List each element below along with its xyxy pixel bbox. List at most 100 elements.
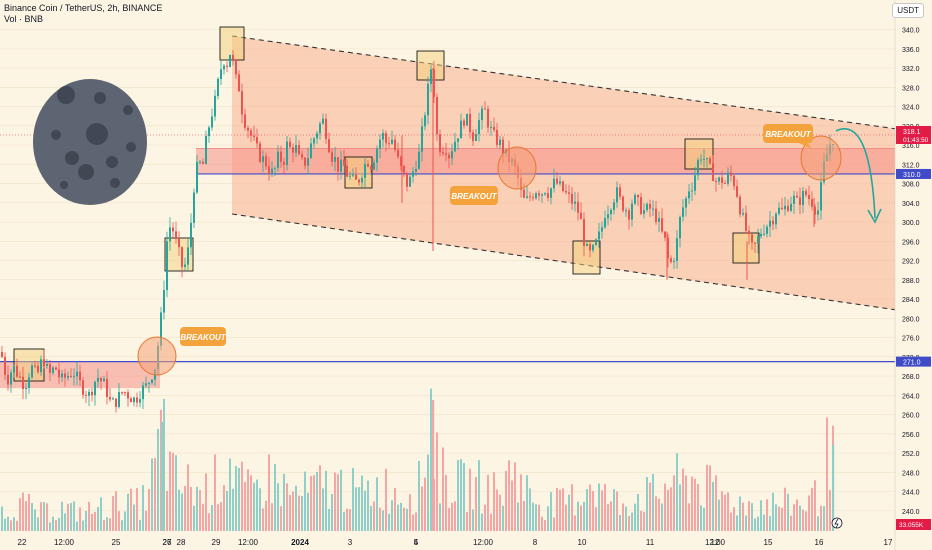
candle-body <box>259 143 261 162</box>
volume-bar <box>43 502 45 531</box>
breakout-label-pointer <box>799 140 812 149</box>
volume-bar <box>196 486 198 531</box>
candle-body <box>58 369 60 378</box>
volume-bar <box>295 485 297 531</box>
volume-bar <box>166 491 168 531</box>
volume-bar <box>370 505 372 531</box>
volume-bar <box>475 476 477 531</box>
price-axis-label: 304.0 <box>902 201 920 208</box>
candle-body <box>64 373 66 378</box>
time-axis-label: 22 <box>18 538 27 547</box>
price-axis-label: 292.0 <box>902 259 920 266</box>
volume-bar <box>727 492 729 531</box>
volume-bar <box>583 501 585 531</box>
volume-bar <box>643 511 645 531</box>
volume-bar <box>448 507 450 531</box>
volume-bar <box>322 488 324 531</box>
volume-bar <box>565 504 567 531</box>
volume-bar <box>598 483 600 531</box>
candle-body <box>13 365 15 373</box>
candle-body <box>499 139 501 145</box>
price-axis-label: 256.0 <box>902 432 920 439</box>
volume-bar <box>733 507 735 531</box>
volume-bar <box>667 489 669 531</box>
volume-bar <box>76 521 78 531</box>
volume-bar <box>736 515 738 531</box>
candle-body <box>643 210 645 214</box>
volume-bar <box>766 499 768 531</box>
candle-body <box>745 213 747 231</box>
candle-body <box>442 152 444 154</box>
candle-body <box>100 377 102 382</box>
volume-bar <box>241 461 243 531</box>
candle-body <box>118 392 120 407</box>
price-axis-label: 268.0 <box>902 374 920 381</box>
volume-bar <box>373 501 375 531</box>
volume-bar <box>718 499 720 531</box>
candle-body <box>31 365 33 378</box>
volume-bar <box>463 463 465 531</box>
candle-body <box>454 141 456 152</box>
candle-body <box>694 175 696 191</box>
volume-bar <box>586 489 588 531</box>
candle-body <box>598 231 600 240</box>
candle-body <box>256 137 258 144</box>
candle-body <box>292 147 294 153</box>
volume-bar <box>151 458 153 531</box>
candle-body <box>712 163 714 181</box>
moon-crater <box>126 142 136 152</box>
volume-bar <box>574 515 576 531</box>
volume-bar <box>742 502 744 531</box>
price-axis-label: 324.0 <box>902 105 920 112</box>
volume-bar <box>604 484 606 531</box>
candle-body <box>85 394 87 396</box>
candle-body <box>703 158 705 160</box>
candle-body <box>133 397 135 403</box>
volume-bar <box>337 474 339 531</box>
candle-body <box>616 187 618 203</box>
time-axis-label: 25 <box>112 538 121 547</box>
price-axis-label: 316.0 <box>902 143 920 150</box>
breakout-label: BREAKOUT <box>180 333 226 342</box>
currency-button[interactable]: USDT <box>892 3 924 18</box>
volume-bar <box>739 496 741 531</box>
volume-bar <box>688 503 690 531</box>
volume-bar <box>16 520 18 531</box>
candle-body <box>385 132 387 144</box>
breakout-label-box <box>763 124 813 143</box>
volume-bar <box>559 489 561 531</box>
candle-body <box>367 163 369 167</box>
volume-bar <box>541 516 543 531</box>
price-axis-label: 328.0 <box>902 85 920 92</box>
candle-body <box>124 392 126 394</box>
candle-body <box>103 378 105 382</box>
candle-body <box>235 59 237 75</box>
candle-body <box>814 206 816 215</box>
candle-body <box>190 222 192 248</box>
candle-body <box>121 392 123 394</box>
volume-bar <box>427 454 429 531</box>
candle-body <box>808 195 810 200</box>
candle-body <box>580 212 582 220</box>
volume-bar <box>652 473 654 531</box>
volume-bar <box>571 484 573 531</box>
volume-bar <box>139 519 141 531</box>
volume-bar <box>286 483 288 531</box>
volume-bar <box>724 494 726 531</box>
volume-bar <box>121 520 123 531</box>
candle-body <box>232 54 234 60</box>
volume-bar <box>91 513 93 531</box>
price-axis-label: 332.0 <box>902 66 920 73</box>
candle-body <box>436 96 438 135</box>
volume-bar <box>481 513 483 531</box>
candle-body <box>43 359 45 367</box>
volume-bar <box>319 465 321 531</box>
candle-body <box>646 203 648 211</box>
volume-bar <box>94 511 96 531</box>
time-axis-label: 29 <box>212 538 221 547</box>
price-axis-label: 296.0 <box>902 239 920 246</box>
candle-body <box>4 356 6 375</box>
candle-body <box>676 238 678 261</box>
candle-body <box>22 376 24 389</box>
candle-body <box>172 227 174 232</box>
